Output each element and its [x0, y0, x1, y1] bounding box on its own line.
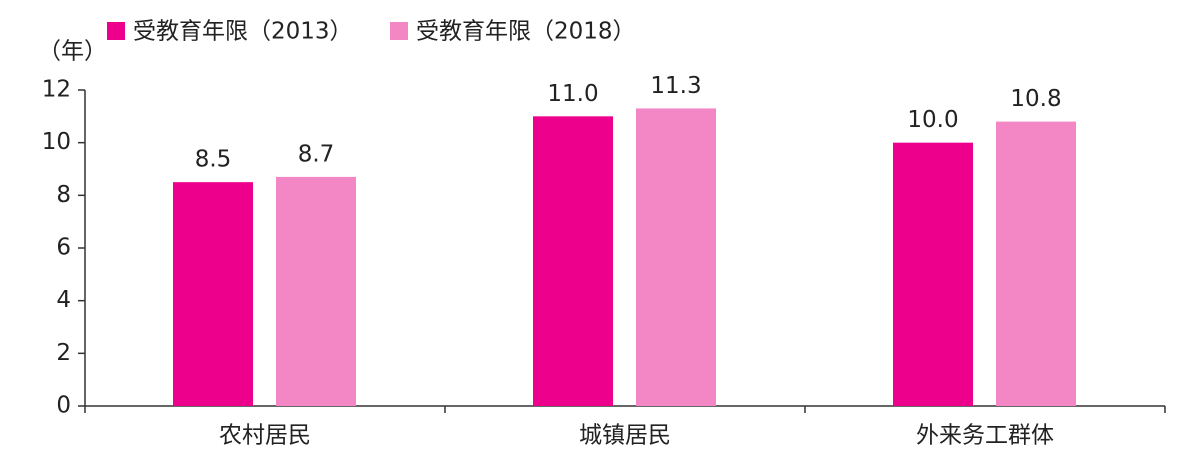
y-tick-label: 12 [42, 77, 71, 103]
y-tick-label: 10 [42, 129, 71, 155]
legend-label: 受教育年限（2018） [416, 19, 636, 45]
legend-swatch [107, 22, 125, 40]
x-tick-label: 外来务工群体 [916, 423, 1054, 449]
bar [893, 142, 973, 406]
y-tick-label: 0 [56, 393, 71, 419]
bar [276, 176, 356, 406]
x-tick-label: 农村居民 [219, 423, 311, 449]
y-tick-label: 6 [56, 235, 71, 261]
y-tick-label: 4 [56, 287, 71, 313]
y-tick-label: 8 [56, 182, 71, 208]
legend-label: 受教育年限（2013） [133, 19, 353, 45]
value-label: 10.8 [1010, 86, 1061, 112]
y-axis-label: （年） [38, 39, 107, 65]
bar [996, 121, 1076, 406]
value-label: 10.0 [907, 107, 958, 133]
bar [173, 182, 253, 406]
bar [636, 108, 716, 406]
value-label: 11.0 [547, 81, 598, 107]
legend-swatch [390, 22, 408, 40]
y-tick-label: 2 [56, 340, 71, 366]
value-label: 8.7 [298, 141, 335, 167]
value-label: 8.5 [195, 147, 232, 173]
value-label: 11.3 [650, 73, 701, 99]
x-tick-label: 城镇居民 [579, 423, 671, 449]
bar [533, 116, 613, 406]
